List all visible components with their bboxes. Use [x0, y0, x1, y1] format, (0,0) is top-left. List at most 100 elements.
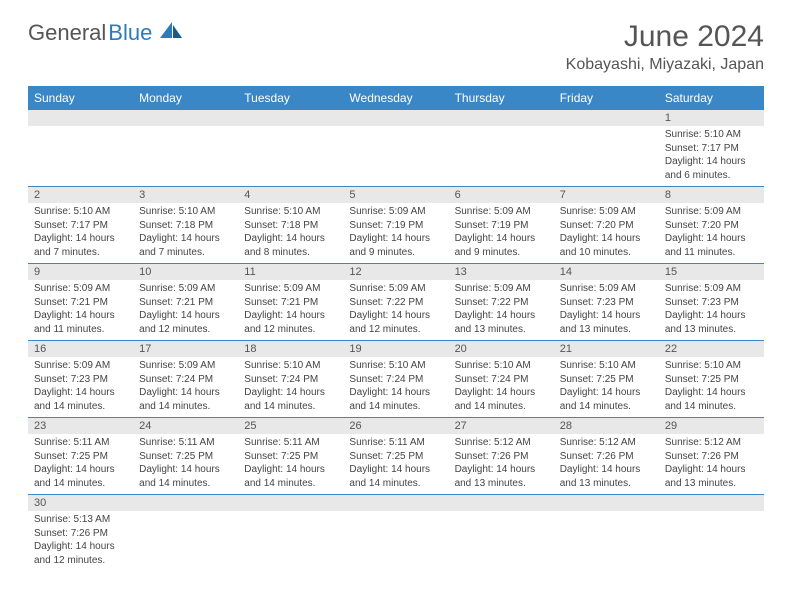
- sunrise-text: Sunrise: 5:09 AM: [139, 282, 232, 296]
- sunset-text: Sunset: 7:19 PM: [349, 219, 442, 233]
- daynum-row: 23242526272829: [28, 418, 764, 435]
- detail-row: Sunrise: 5:09 AMSunset: 7:21 PMDaylight:…: [28, 280, 764, 341]
- day-number: 30: [28, 495, 133, 512]
- day-number: [238, 110, 343, 126]
- day-number: [343, 495, 448, 512]
- day-number: 24: [133, 418, 238, 435]
- day-cell: [554, 511, 659, 571]
- day-number: 28: [554, 418, 659, 435]
- d1-text: Daylight: 14 hours: [455, 463, 548, 477]
- d1-text: Daylight: 14 hours: [455, 386, 548, 400]
- d2-text: and 14 minutes.: [34, 400, 127, 414]
- day-number: 26: [343, 418, 448, 435]
- d1-text: Daylight: 14 hours: [139, 232, 232, 246]
- day-cell: Sunrise: 5:10 AMSunset: 7:24 PMDaylight:…: [238, 357, 343, 418]
- day-number: 5: [343, 187, 448, 204]
- day-number: 25: [238, 418, 343, 435]
- d2-text: and 12 minutes.: [349, 323, 442, 337]
- d2-text: and 9 minutes.: [349, 246, 442, 260]
- day-cell: Sunrise: 5:09 AMSunset: 7:19 PMDaylight:…: [449, 203, 554, 264]
- day-cell: Sunrise: 5:09 AMSunset: 7:23 PMDaylight:…: [659, 280, 764, 341]
- day-number: 15: [659, 264, 764, 281]
- day-number: 1: [659, 110, 764, 126]
- d2-text: and 7 minutes.: [139, 246, 232, 260]
- day-cell: [133, 511, 238, 571]
- sunset-text: Sunset: 7:26 PM: [455, 450, 548, 464]
- sunset-text: Sunset: 7:26 PM: [665, 450, 758, 464]
- d1-text: Daylight: 14 hours: [665, 386, 758, 400]
- calendar-table: Sunday Monday Tuesday Wednesday Thursday…: [28, 86, 764, 571]
- weekday-header: Tuesday: [238, 86, 343, 110]
- d2-text: and 14 minutes.: [665, 400, 758, 414]
- sunrise-text: Sunrise: 5:09 AM: [34, 359, 127, 373]
- sunrise-text: Sunrise: 5:09 AM: [560, 282, 653, 296]
- day-cell: Sunrise: 5:09 AMSunset: 7:24 PMDaylight:…: [133, 357, 238, 418]
- d2-text: and 8 minutes.: [244, 246, 337, 260]
- sunset-text: Sunset: 7:22 PM: [455, 296, 548, 310]
- sunset-text: Sunset: 7:24 PM: [139, 373, 232, 387]
- d2-text: and 13 minutes.: [455, 477, 548, 491]
- day-number: 21: [554, 341, 659, 358]
- daynum-row: 2345678: [28, 187, 764, 204]
- day-cell: Sunrise: 5:10 AMSunset: 7:25 PMDaylight:…: [554, 357, 659, 418]
- d1-text: Daylight: 14 hours: [349, 309, 442, 323]
- sunset-text: Sunset: 7:22 PM: [349, 296, 442, 310]
- d1-text: Daylight: 14 hours: [560, 309, 653, 323]
- d1-text: Daylight: 14 hours: [560, 232, 653, 246]
- detail-row: Sunrise: 5:10 AM Sunset: 7:17 PM Daylight:…: [28, 203, 764, 264]
- day-cell: [343, 511, 448, 571]
- logo: GeneralBlue: [28, 20, 184, 46]
- day-number: [449, 495, 554, 512]
- sunrise-text: Sunrise: 5:10 AM: [665, 359, 758, 373]
- d2-text: and 13 minutes.: [665, 477, 758, 491]
- sunrise-text: Sunrise: 5:09 AM: [455, 205, 548, 219]
- day-cell: Sunrise: 5:09 AMSunset: 7:20 PMDaylight:…: [659, 203, 764, 264]
- day-cell: Sunrise: 5:10 AMSunset: 7:25 PMDaylight:…: [659, 357, 764, 418]
- day-number: 4: [238, 187, 343, 204]
- sunset-text: Sunset: 7:25 PM: [139, 450, 232, 464]
- sunset-text: Sunset: 7:25 PM: [34, 450, 127, 464]
- day-cell: Sunrise: 5:09 AMSunset: 7:20 PMDaylight:…: [554, 203, 659, 264]
- day-number: 22: [659, 341, 764, 358]
- day-number: [659, 495, 764, 512]
- sunrise-text: Sunrise: 5:09 AM: [455, 282, 548, 296]
- day-cell: Sunrise: 5:10 AMSunset: 7:17 PMDaylight:…: [28, 203, 133, 264]
- d1-text: Daylight: 14 hours: [349, 386, 442, 400]
- day-number: 16: [28, 341, 133, 358]
- d2-text: and 14 minutes.: [34, 477, 127, 491]
- daynum-row: 9101112131415: [28, 264, 764, 281]
- day-cell: [449, 511, 554, 571]
- sunset-text: Sunset: 7:21 PM: [244, 296, 337, 310]
- sunset-text: Sunset: 7:17 PM: [34, 219, 127, 233]
- weekday-header: Sunday: [28, 86, 133, 110]
- d1-text: Daylight: 14 hours: [244, 309, 337, 323]
- d2-text: and 12 minutes.: [139, 323, 232, 337]
- day-cell: Sunrise: 5:11 AMSunset: 7:25 PMDaylight:…: [343, 434, 448, 495]
- sunset-text: Sunset: 7:26 PM: [34, 527, 127, 541]
- day-cell: Sunrise: 5:09 AMSunset: 7:22 PMDaylight:…: [343, 280, 448, 341]
- sunset-text: Sunset: 7:25 PM: [349, 450, 442, 464]
- day-cell: [449, 126, 554, 187]
- d2-text: and 13 minutes.: [455, 323, 548, 337]
- d2-text: and 14 minutes.: [244, 400, 337, 414]
- sunrise-text: Sunrise: 5:10 AM: [244, 205, 337, 219]
- logo-text-blue: Blue: [108, 20, 152, 46]
- d2-text: and 11 minutes.: [34, 323, 127, 337]
- sunset-text: Sunset: 7:23 PM: [560, 296, 653, 310]
- logo-text-general: General: [28, 20, 106, 46]
- d1-text: Daylight: 14 hours: [244, 232, 337, 246]
- d2-text: and 11 minutes.: [665, 246, 758, 260]
- day-number: 11: [238, 264, 343, 281]
- d1-text: Daylight: 14 hours: [560, 463, 653, 477]
- d2-text: and 14 minutes.: [349, 400, 442, 414]
- sunset-text: Sunset: 7:20 PM: [665, 219, 758, 233]
- day-cell: Sunrise: 5:10 AMSunset: 7:24 PMDaylight:…: [343, 357, 448, 418]
- d2-text: and 13 minutes.: [560, 477, 653, 491]
- daynum-row: 16171819202122: [28, 341, 764, 358]
- day-number: 12: [343, 264, 448, 281]
- day-number: 6: [449, 187, 554, 204]
- sunrise-text: Sunrise: 5:10 AM: [560, 359, 653, 373]
- day-number: 13: [449, 264, 554, 281]
- sunset-text: Sunset: 7:18 PM: [244, 219, 337, 233]
- day-cell: Sunrise: 5:12 AMSunset: 7:26 PMDaylight:…: [554, 434, 659, 495]
